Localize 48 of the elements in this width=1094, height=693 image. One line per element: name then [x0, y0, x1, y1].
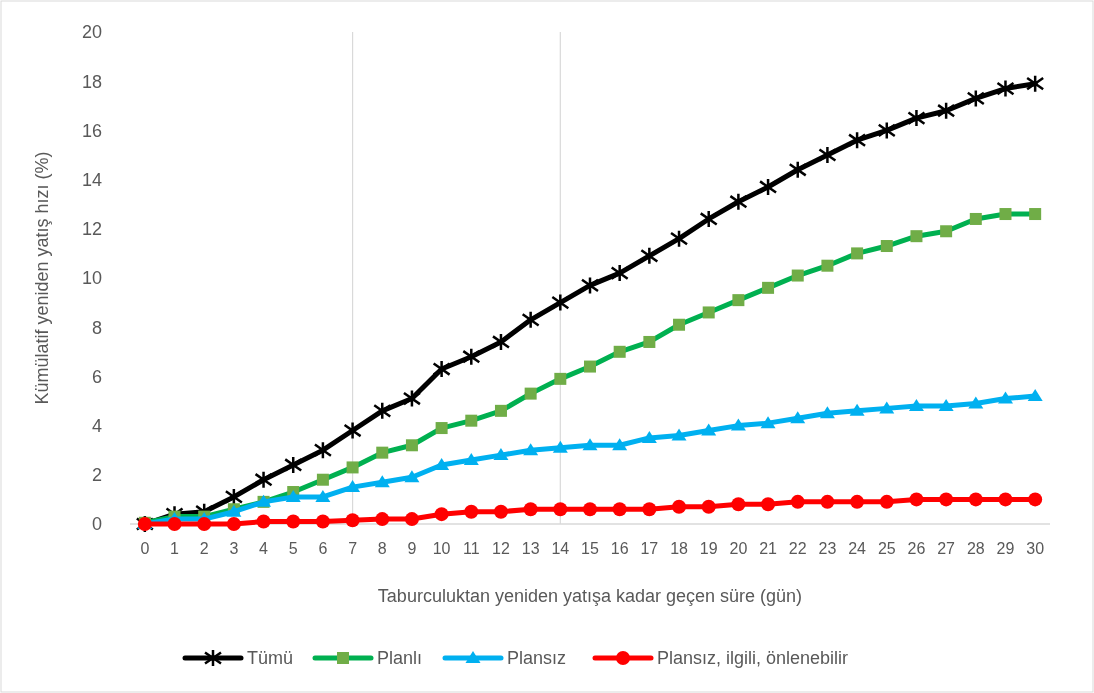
x-tick-label: 14: [551, 540, 570, 557]
x-tick-label: 2: [199, 540, 209, 557]
y-tick-label: 2: [91, 465, 102, 486]
x-tick-label: 27: [937, 540, 956, 557]
x-tick-label: 20: [729, 540, 748, 557]
y-tick-label: 6: [91, 366, 102, 387]
x-tick-label: 11: [462, 540, 480, 557]
x-tick-label: 21: [759, 540, 778, 557]
x-tick-label: 26: [907, 540, 926, 557]
x-tick-label: 16: [610, 540, 629, 557]
legend-label: Plansız: [507, 648, 567, 669]
x-tick-label: 19: [699, 540, 718, 557]
x-tick-label: 6: [318, 540, 328, 557]
x-tick-label: 10: [432, 540, 451, 557]
y-axis-title: Kümülatif yeniden yatış hızı (%): [32, 151, 52, 405]
x-tick-label: 5: [288, 540, 298, 557]
y-tick-label: 12: [81, 219, 102, 240]
y-tick-label: 16: [81, 120, 102, 141]
x-tick-label: 30: [1026, 540, 1045, 557]
x-tick-label: 0: [140, 540, 150, 557]
x-tick-label: 24: [848, 540, 867, 557]
x-axis-title: Taburculuktan yeniden yatışa kadar geçen süre (gün): [377, 586, 803, 606]
x-tick-label: 18: [670, 540, 689, 557]
x-tick-label: 9: [407, 540, 417, 557]
x-tick-label: 25: [877, 540, 896, 557]
y-tick-label: 0: [91, 514, 102, 535]
x-tick-label: 12: [492, 540, 510, 557]
x-tick-label: 7: [348, 540, 358, 557]
legend-label: Tümü: [247, 648, 294, 669]
legend-label: Planlı: [377, 648, 423, 669]
y-tick-label: 10: [81, 268, 102, 289]
legend-label: Plansız, ilgili, önlenebilir: [657, 648, 849, 669]
x-tick-label: 15: [581, 540, 599, 557]
x-tick-label: 29: [996, 540, 1015, 557]
x-tick-label: 28: [966, 540, 985, 557]
x-tick-label: 22: [788, 540, 807, 557]
x-tick-label: 13: [521, 540, 540, 557]
y-tick-label: 20: [81, 22, 102, 43]
x-tick-label: 17: [640, 540, 659, 557]
x-tick-label: 23: [818, 540, 837, 557]
x-tick-label: 3: [229, 540, 239, 557]
x-tick-label: 8: [377, 540, 387, 557]
y-tick-label: 14: [81, 169, 102, 190]
y-tick-label: 18: [81, 71, 102, 92]
x-tick-label: 4: [259, 540, 269, 557]
y-tick-label: 4: [91, 415, 102, 436]
x-tick-label: 1: [170, 540, 180, 557]
y-tick-label: 8: [91, 317, 102, 338]
